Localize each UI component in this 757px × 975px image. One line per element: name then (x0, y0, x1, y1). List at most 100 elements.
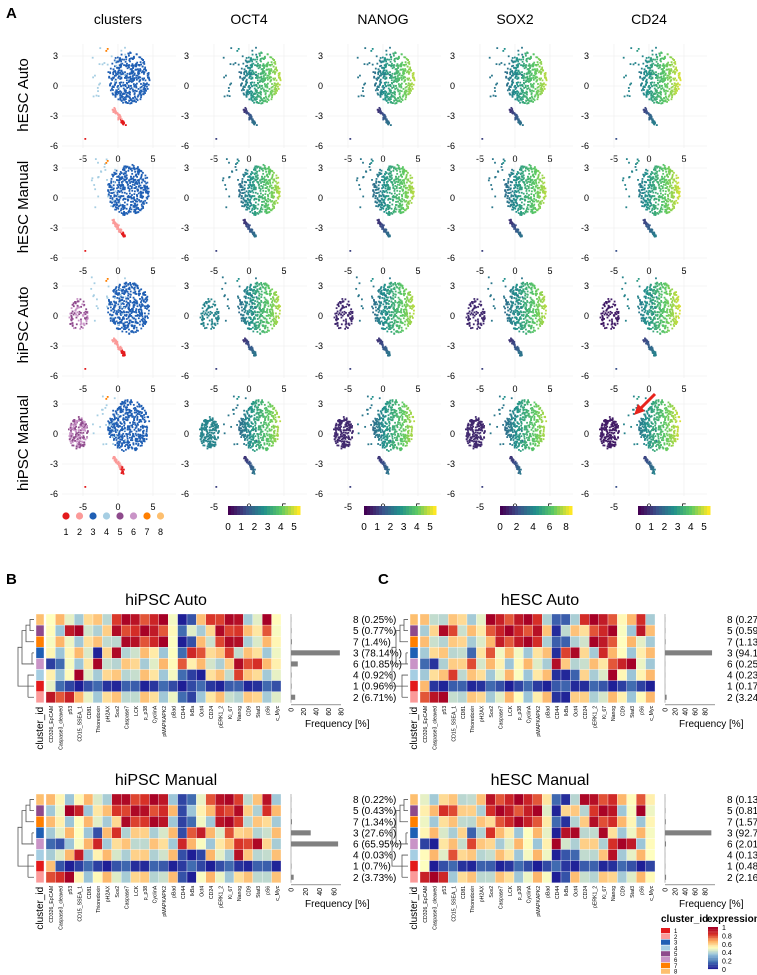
umap-point (240, 83, 243, 85)
umap-point (263, 79, 266, 82)
umap-point (270, 200, 272, 203)
umap-point (543, 195, 546, 198)
umap-point (276, 185, 279, 188)
umap-point (362, 95, 365, 98)
x-tick-label: 0 (512, 266, 517, 276)
umap-point (259, 79, 262, 82)
umap-point (127, 52, 130, 55)
umap-point (121, 71, 124, 74)
umap-point (381, 193, 384, 196)
umap-point (130, 70, 133, 73)
umap-point (262, 63, 265, 66)
umap-point (409, 199, 412, 202)
umap-point (409, 68, 412, 70)
umap-point (375, 205, 378, 208)
umap-point (136, 203, 139, 206)
umap-point (404, 194, 407, 197)
umap-point (146, 74, 149, 77)
umap-point (247, 56, 250, 59)
umap-point (507, 192, 510, 195)
umap-point (411, 197, 414, 200)
umap-point (133, 99, 136, 102)
umap-point (118, 230, 120, 233)
umap-point (519, 121, 521, 124)
umap-point (390, 58, 393, 61)
umap-point (264, 93, 267, 96)
umap-point (655, 76, 657, 79)
umap-point (262, 163, 265, 166)
umap-point (261, 204, 263, 206)
umap-point (397, 167, 399, 170)
umap-point (126, 75, 128, 77)
umap-point (270, 56, 273, 59)
umap-point (274, 184, 277, 187)
umap-point (271, 94, 274, 97)
umap-point (650, 57, 652, 60)
umap-point (650, 77, 653, 80)
umap-point (527, 208, 530, 211)
umap-point (375, 181, 378, 184)
umap-point (250, 228, 253, 231)
umap-point (109, 195, 112, 198)
umap-point (656, 82, 659, 84)
umap-point (349, 250, 352, 252)
umap-point (539, 78, 542, 81)
umap-point (356, 177, 359, 180)
umap-point (665, 187, 668, 190)
umap-point (407, 171, 409, 174)
umap-point (517, 207, 520, 210)
umap-point (114, 109, 116, 112)
umap-point (112, 199, 115, 202)
umap-point (379, 71, 382, 74)
umap-point (114, 80, 117, 83)
umap-point (404, 86, 407, 89)
umap-point (399, 65, 402, 68)
umap-point (381, 73, 384, 76)
umap-point (400, 174, 403, 177)
umap-point (391, 75, 393, 77)
umap-point (511, 201, 513, 203)
umap-point (519, 122, 522, 125)
umap-point (262, 80, 265, 83)
umap-point (404, 177, 407, 180)
umap-point (675, 174, 678, 177)
umap-point (511, 190, 514, 193)
umap-point (410, 182, 413, 185)
umap-point (526, 210, 529, 213)
umap-point (528, 80, 531, 83)
umap-point (388, 204, 391, 207)
umap-point (663, 178, 666, 181)
umap-point (256, 82, 259, 84)
umap-point (274, 61, 277, 63)
umap-point (261, 102, 264, 105)
umap-point (390, 95, 393, 98)
umap-point (648, 69, 651, 72)
umap-point (532, 174, 535, 177)
umap-point (496, 82, 499, 85)
umap-point (123, 88, 126, 91)
umap-point (544, 83, 547, 86)
umap-point (536, 86, 539, 89)
umap-point (261, 187, 264, 190)
umap-point (242, 87, 244, 90)
umap-point (379, 94, 382, 97)
umap-point (525, 188, 528, 190)
umap-point (657, 87, 660, 89)
umap-point (539, 207, 542, 209)
umap-point (245, 109, 247, 112)
umap-point (123, 191, 126, 194)
umap-point (650, 93, 653, 96)
umap-point (271, 203, 274, 206)
umap-point (391, 195, 394, 198)
umap-point (660, 93, 662, 96)
umap-point (237, 160, 240, 162)
umap-point (387, 206, 390, 208)
umap-point (393, 54, 395, 57)
umap-point (112, 175, 114, 178)
umap-point (385, 195, 388, 198)
umap-point (519, 187, 521, 189)
umap-point (674, 77, 677, 80)
umap-point (272, 70, 275, 73)
umap-point (136, 207, 139, 210)
umap-point (390, 166, 393, 169)
